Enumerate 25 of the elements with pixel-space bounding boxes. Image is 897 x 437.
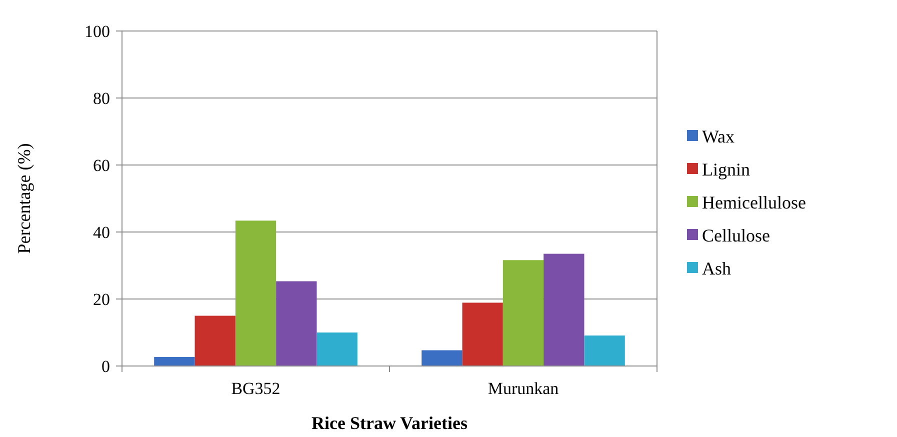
x-tick-label: BG352 xyxy=(231,379,280,398)
bar xyxy=(462,302,503,366)
bar xyxy=(544,254,584,366)
y-tick-label: 20 xyxy=(93,290,110,309)
x-tick-label: Murunkan xyxy=(488,379,560,398)
bar xyxy=(584,336,625,366)
legend-label: Ash xyxy=(702,258,732,278)
y-tick-label: 80 xyxy=(93,88,110,108)
y-tick-label: 60 xyxy=(93,156,110,175)
y-tick-label: 0 xyxy=(102,356,110,376)
legend-label: Cellulose xyxy=(702,225,770,246)
legend-label: Lignin xyxy=(702,159,750,180)
y-axis-title: Percentage (%) xyxy=(14,143,34,254)
legend-label: Hemicellulose xyxy=(702,192,806,212)
y-tick-label: 100 xyxy=(84,22,110,41)
bar xyxy=(316,332,358,366)
bar xyxy=(235,220,276,366)
bar xyxy=(194,316,236,366)
x-axis-title: Rice Straw Varieties xyxy=(312,413,468,433)
bar xyxy=(276,281,317,366)
legend-label: Wax xyxy=(702,126,735,146)
y-tick-label: 40 xyxy=(93,222,110,242)
bar xyxy=(502,260,544,366)
bar xyxy=(422,350,462,366)
bar xyxy=(154,356,195,366)
